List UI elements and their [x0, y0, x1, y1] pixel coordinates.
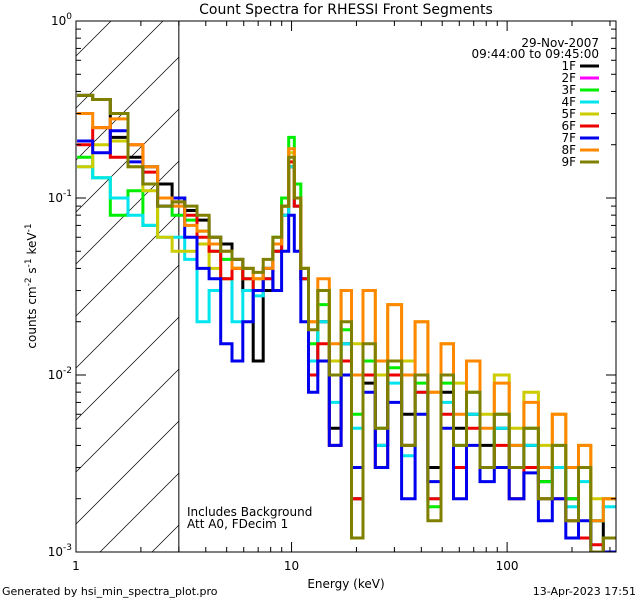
hatch-line [76, 56, 179, 161]
hatch-line [76, 160, 179, 265]
y-tick-label: 10-2 [48, 366, 72, 382]
series-1F [77, 93, 616, 552]
date-label: 29-Nov-2007 [521, 36, 599, 50]
legend-label-6F: 6F [561, 119, 576, 133]
hatch-line [0, 0, 88, 552]
hatch-line [76, 420, 179, 525]
shaded-region [0, 0, 640, 552]
y-tick-label: 10-3 [48, 543, 72, 559]
annotation-background: Includes Background [187, 505, 312, 519]
y-axis-label: counts cm-2 s-1 keV-1 [24, 223, 39, 348]
legend-label-2F: 2F [561, 71, 576, 85]
legend-label-5F: 5F [561, 107, 576, 121]
hatch-line [99, 472, 179, 552]
legend-label-7F: 7F [561, 131, 576, 145]
series-8F [77, 112, 616, 523]
y-tick-label: 10-1 [48, 189, 72, 205]
y-tick-label: 100 [51, 12, 72, 28]
legend-label-8F: 8F [561, 143, 576, 157]
time-range-label: 09:44:00 to 09:45:00 [472, 47, 599, 61]
hatch-line [76, 108, 179, 213]
chart-title: Count Spectra for RHESSI Front Segments [199, 2, 493, 18]
x-axis-label: Energy (keV) [307, 577, 384, 591]
hatch-line [76, 264, 179, 369]
hatch-line [256, 0, 640, 552]
footer-generated-by: Generated by hsi_min_spectra_plot.pro [2, 585, 218, 598]
series-layer [77, 93, 616, 552]
hatch-line [76, 21, 112, 57]
annotation-attenuator: Att A0, FDecim 1 [187, 517, 288, 531]
hatch-line [76, 21, 164, 109]
hatch-line [76, 212, 179, 317]
x-tick-label: 100 [496, 559, 519, 573]
footer-timestamp: 13-Apr-2023 17:51 [533, 585, 636, 598]
hatch-line [76, 368, 179, 473]
x-tick-label: 1 [72, 559, 80, 573]
legend-label-4F: 4F [561, 95, 576, 109]
legend-label-9F: 9F [561, 155, 576, 169]
plot-frame [75, 20, 617, 553]
legend-label-3F: 3F [561, 83, 576, 97]
series-9F [77, 93, 616, 552]
x-tick-label: 10 [284, 559, 299, 573]
legend-label-1F: 1F [561, 59, 576, 73]
axis-ticks: 1 10 100 100 10-1 10-2 10-3 [48, 12, 616, 573]
